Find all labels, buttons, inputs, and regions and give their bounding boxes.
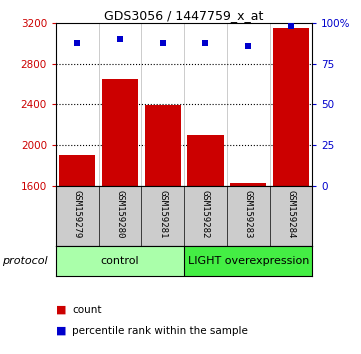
Text: GSM159279: GSM159279 [73, 190, 82, 239]
Text: GSM159282: GSM159282 [201, 190, 210, 239]
Text: GSM159284: GSM159284 [286, 190, 295, 239]
Title: GDS3056 / 1447759_x_at: GDS3056 / 1447759_x_at [104, 9, 264, 22]
Point [117, 36, 123, 42]
Point [203, 40, 208, 45]
Bar [145, 105, 181, 185]
Bar [273, 28, 309, 185]
Text: count: count [72, 305, 102, 315]
Bar [230, 183, 266, 185]
Text: GSM159281: GSM159281 [158, 190, 167, 239]
Text: ■: ■ [56, 326, 66, 336]
Point [288, 23, 294, 29]
Bar [187, 135, 223, 185]
Text: GSM159280: GSM159280 [116, 190, 125, 239]
Bar [184, 246, 312, 276]
Bar [102, 79, 138, 185]
Text: percentile rank within the sample: percentile rank within the sample [72, 326, 248, 336]
Text: GSM159283: GSM159283 [244, 190, 253, 239]
Bar [59, 155, 95, 185]
Point [245, 43, 251, 48]
Point [160, 40, 166, 45]
Text: protocol: protocol [2, 256, 47, 266]
Text: LIGHT overexpression: LIGHT overexpression [187, 256, 309, 266]
Bar [56, 246, 184, 276]
Text: control: control [101, 256, 139, 266]
Text: ■: ■ [56, 305, 66, 315]
Point [74, 40, 80, 45]
